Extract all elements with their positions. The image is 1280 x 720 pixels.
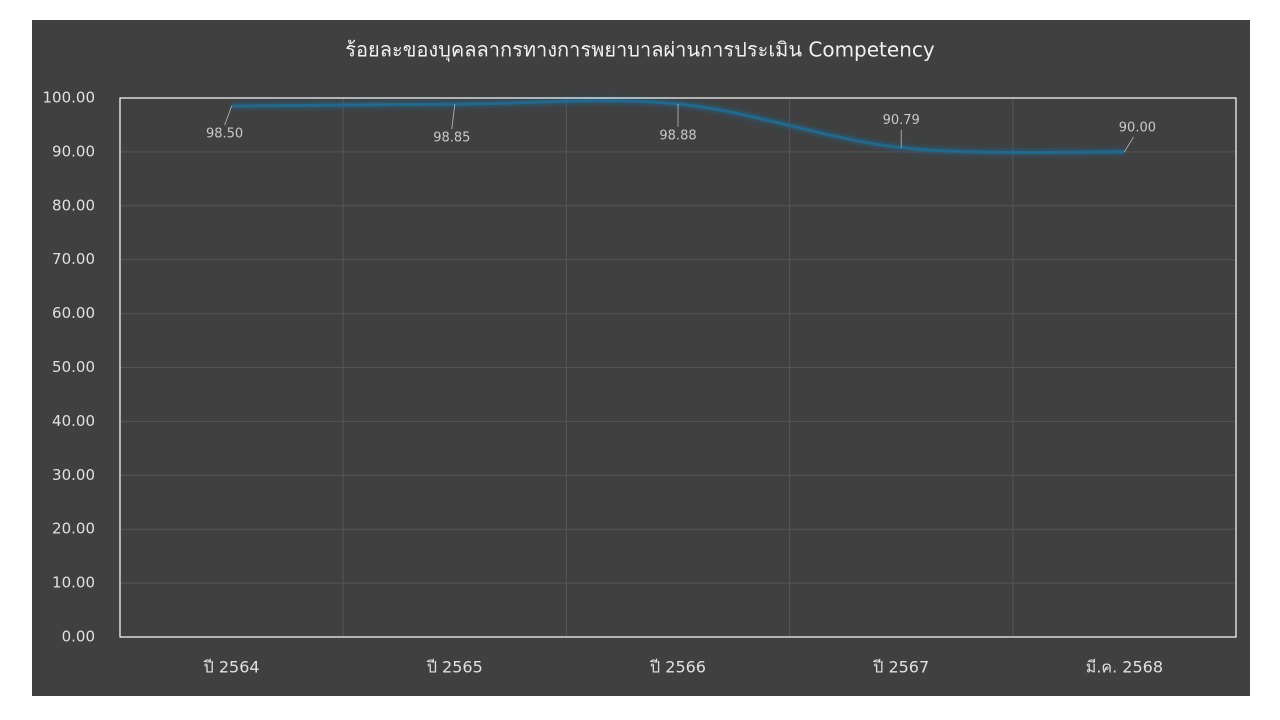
x-tick-label: ปี 2567 [873, 658, 929, 677]
y-tick-label: 10.00 [52, 574, 95, 592]
y-tick-label: 60.00 [52, 304, 95, 322]
y-tick-label: 100.00 [43, 89, 96, 107]
chart-background [32, 20, 1250, 696]
y-tick-label: 50.00 [52, 358, 95, 376]
y-tick-label: 20.00 [52, 520, 95, 538]
x-tick-label: ปี 2564 [203, 658, 259, 677]
chart-title: ร้อยละของบุคลลากรทางการพยาบาลผ่านการประเ… [345, 38, 935, 63]
marks: 98.50 98.85 98.88 90.79 90.00 [206, 99, 1156, 154]
y-tick-label: 40.00 [52, 412, 95, 430]
data-label: 90.79 [883, 113, 920, 128]
plot-border [119, 97, 1237, 638]
data-label: 90.00 [1119, 120, 1156, 135]
leader-line [224, 105, 232, 126]
x-tick-label: มี.ค. 2568 [1086, 658, 1163, 677]
leader-line [1124, 136, 1134, 153]
data-label: 98.85 [433, 131, 470, 146]
y-tick-label: 30.00 [52, 466, 95, 484]
y-tick-label: 70.00 [52, 250, 95, 268]
y-tick-label: 80.00 [52, 196, 95, 214]
leader-line [451, 104, 456, 130]
y-tick-label: 90.00 [52, 142, 95, 160]
data-label: 98.50 [206, 127, 243, 142]
y-tick-label: 0.00 [62, 628, 95, 646]
x-tick-label: ปี 2565 [426, 658, 482, 677]
data-label: 98.88 [659, 129, 696, 144]
x-tick-label: ปี 2566 [650, 658, 706, 677]
